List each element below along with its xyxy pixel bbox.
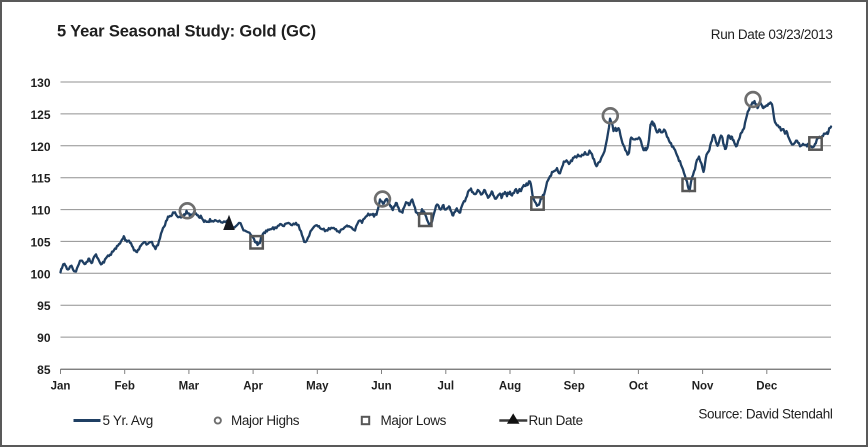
svg-text:Run Date: Run Date (529, 413, 583, 428)
svg-text:Major Lows: Major Lows (381, 413, 447, 428)
svg-text:Aug: Aug (499, 381, 521, 393)
svg-text:100: 100 (30, 267, 50, 281)
svg-text:105: 105 (30, 235, 50, 249)
svg-text:110: 110 (31, 204, 51, 218)
svg-text:Source: David Stendahl: Source: David Stendahl (698, 407, 832, 422)
svg-text:Mar: Mar (179, 381, 200, 393)
svg-text:120: 120 (30, 140, 50, 154)
svg-text:85: 85 (37, 363, 51, 377)
svg-text:Dec: Dec (756, 381, 778, 393)
svg-text:Nov: Nov (692, 381, 714, 393)
svg-text:Sep: Sep (564, 381, 585, 393)
svg-text:115: 115 (31, 172, 51, 186)
svg-text:90: 90 (37, 331, 51, 345)
svg-text:Major Highs: Major Highs (231, 413, 300, 428)
svg-text:125: 125 (30, 108, 50, 122)
svg-text:5 Year Seasonal Study: Gold (G: 5 Year Seasonal Study: Gold (GC) (57, 23, 316, 41)
svg-text:Oct: Oct (629, 381, 648, 393)
svg-text:95: 95 (37, 299, 51, 313)
svg-text:Feb: Feb (114, 381, 134, 393)
svg-text:Jun: Jun (371, 381, 391, 393)
svg-text:5 Yr. Avg: 5 Yr. Avg (103, 413, 153, 428)
svg-text:130: 130 (30, 76, 50, 90)
svg-text:Jul: Jul (437, 381, 454, 393)
svg-text:Apr: Apr (243, 381, 263, 393)
svg-text:Run Date 03/23/2013: Run Date 03/23/2013 (711, 27, 833, 42)
svg-text:Jan: Jan (51, 381, 71, 393)
svg-text:May: May (306, 381, 329, 393)
